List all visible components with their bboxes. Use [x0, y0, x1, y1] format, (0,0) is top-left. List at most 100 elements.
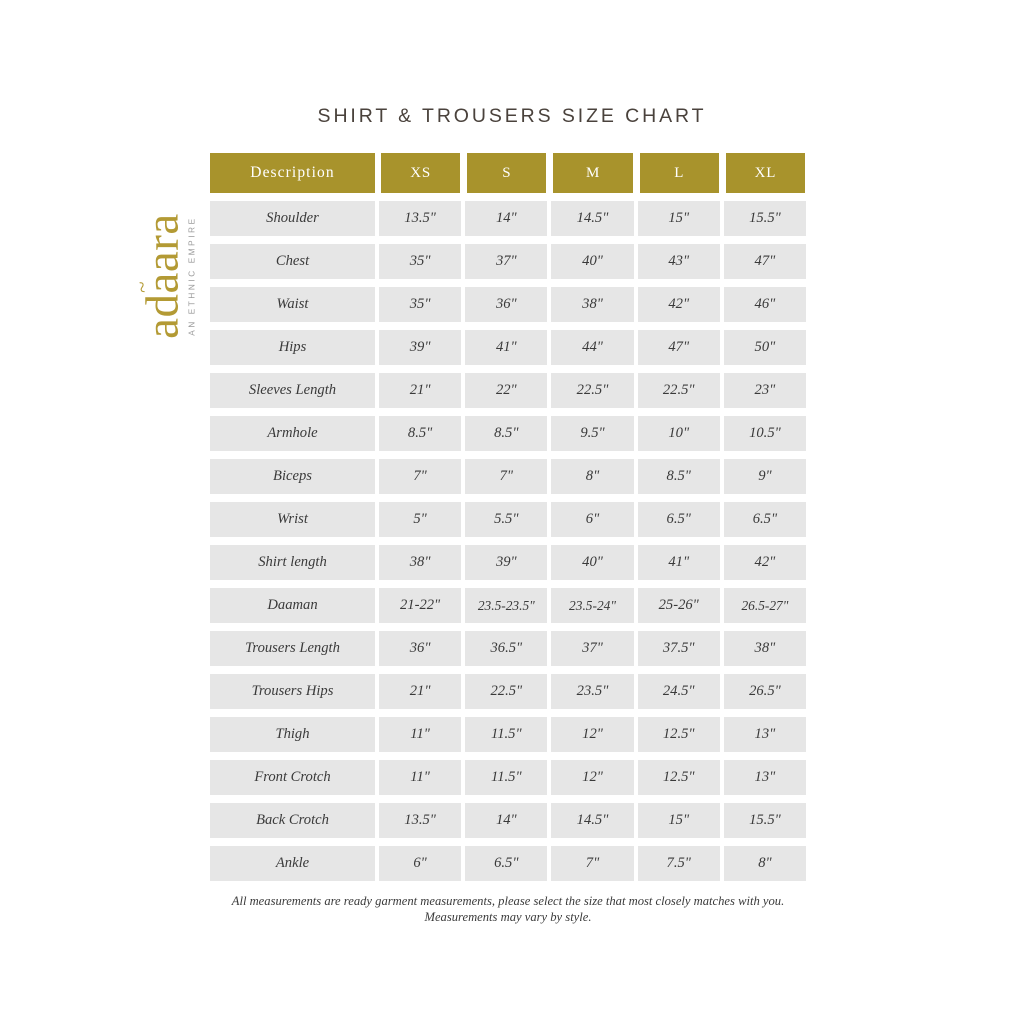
cell-s: 11.5" [465, 717, 548, 752]
row-label: Trousers Hips [210, 674, 375, 709]
size-table: Description XS S M L XL Shoulder 13.5" 14" 14.5" 1… [210, 153, 807, 889]
brand-diacritic-icon: ~ [128, 278, 156, 295]
table-row: Trousers Hips 21" 22.5" 23.5" 24.5" 26.5" [210, 674, 807, 709]
row-label: Armhole [210, 416, 375, 451]
cell-l: 41" [637, 545, 720, 580]
cell-s: 23.5-23.5" [465, 588, 548, 623]
cell-m: 14.5" [551, 803, 634, 838]
cell-xs: 21" [379, 674, 462, 709]
cell-xs: 39" [379, 330, 462, 365]
cell-s: 5.5" [465, 502, 548, 537]
cell-xl: 50" [723, 330, 807, 365]
cell-s: 7" [465, 459, 548, 494]
cell-xs: 5" [379, 502, 462, 537]
table-row: Waist 35" 36" 38" 42" 46" [210, 287, 807, 322]
cell-l: 6.5" [637, 502, 720, 537]
column-header-xl: XL [725, 153, 806, 193]
table-header-row: Description XS S M L XL [210, 153, 806, 193]
cell-s: 14" [465, 803, 548, 838]
cell-m: 40" [551, 244, 634, 279]
cell-m: 14.5" [551, 201, 634, 236]
brand-logo-rotated: adaara ~ AN ETHNIC EMPIRE [129, 178, 197, 374]
cell-l: 42" [637, 287, 720, 322]
cell-l: 47" [637, 330, 720, 365]
cell-s: 39" [465, 545, 548, 580]
cell-xl: 13" [723, 760, 807, 795]
cell-xl: 26.5" [723, 674, 807, 709]
cell-s: 8.5" [465, 416, 548, 451]
cell-s: 14" [465, 201, 548, 236]
cell-l: 8.5" [637, 459, 720, 494]
cell-xl: 9" [723, 459, 807, 494]
cell-xs: 6" [379, 846, 462, 881]
cell-xs: 36" [379, 631, 462, 666]
cell-m: 12" [551, 760, 634, 795]
table-row: Sleeves Length 21" 22" 22.5" 22.5" 23" [210, 373, 807, 408]
cell-l: 24.5" [637, 674, 720, 709]
cell-s: 22.5" [465, 674, 548, 709]
table-row: Thigh 11" 11.5" 12" 12.5" 13" [210, 717, 807, 752]
cell-m: 38" [551, 287, 634, 322]
table-row: Shirt length 38" 39" 40" 41" 42" [210, 545, 807, 580]
cell-xl: 15.5" [723, 803, 807, 838]
cell-xs: 7" [379, 459, 462, 494]
row-label: Back Crotch [210, 803, 375, 838]
cell-l: 12.5" [637, 760, 720, 795]
brand-tagline: AN ETHNIC EMPIRE [187, 216, 197, 336]
footnote: All measurements are ready garment measu… [231, 894, 785, 925]
cell-s: 36" [465, 287, 548, 322]
cell-l: 15" [637, 201, 720, 236]
cell-m: 9.5" [551, 416, 634, 451]
table-row: Armhole 8.5" 8.5" 9.5" 10" 10.5" [210, 416, 807, 451]
cell-xs: 21-22" [379, 588, 462, 623]
cell-xl: 42" [723, 545, 807, 580]
cell-l: 22.5" [637, 373, 720, 408]
column-header-l: L [639, 153, 719, 193]
table-row: Front Crotch 11" 11.5" 12" 12.5" 13" [210, 760, 807, 795]
row-label: Wrist [210, 502, 375, 537]
cell-s: 41" [465, 330, 548, 365]
cell-m: 12" [551, 717, 634, 752]
cell-xl: 8" [723, 846, 807, 881]
page-title: SHIRT & TROUSERS SIZE CHART [317, 105, 707, 127]
table-row: Biceps 7" 7" 8" 8.5" 9" [210, 459, 807, 494]
cell-s: 11.5" [465, 760, 548, 795]
cell-m: 22.5" [551, 373, 634, 408]
cell-s: 36.5" [465, 631, 548, 666]
cell-l: 15" [637, 803, 720, 838]
cell-m: 37" [551, 631, 634, 666]
cell-m: 40" [551, 545, 634, 580]
cell-m: 23.5-24" [551, 588, 634, 623]
column-header-m: M [553, 153, 633, 193]
cell-l: 7.5" [637, 846, 720, 881]
cell-m: 7" [551, 846, 634, 881]
row-label: Biceps [210, 459, 375, 494]
table-row: Ankle 6" 6.5" 7" 7.5" 8" [210, 846, 807, 881]
table-row: Daaman 21-22" 23.5-23.5" 23.5-24" 25-26" 26.5… [210, 588, 807, 623]
row-label: Front Crotch [210, 760, 375, 795]
cell-xl: 47" [723, 244, 807, 279]
cell-l: 43" [637, 244, 720, 279]
cell-s: 22" [465, 373, 548, 408]
column-header-s: S [467, 153, 547, 193]
cell-m: 6" [551, 502, 634, 537]
column-header-xs: XS [381, 153, 461, 193]
brand-wordmark-text: adaara [136, 213, 189, 339]
row-label: Shoulder [210, 201, 375, 236]
cell-l: 25-26" [637, 588, 720, 623]
cell-xs: 11" [379, 717, 462, 752]
cell-xs: 11" [379, 760, 462, 795]
row-label: Hips [210, 330, 375, 365]
row-label: Daaman [210, 588, 375, 623]
cell-xl: 23" [723, 373, 807, 408]
row-label: Shirt length [210, 545, 375, 580]
brand-wordmark: adaara ~ [129, 213, 189, 339]
table-row: Wrist 5" 5.5" 6" 6.5" 6.5" [210, 502, 807, 537]
cell-l: 12.5" [637, 717, 720, 752]
row-label: Chest [210, 244, 375, 279]
table-row: Hips 39" 41" 44" 47" 50" [210, 330, 807, 365]
cell-s: 37" [465, 244, 548, 279]
table-row: Back Crotch 13.5" 14" 14.5" 15" 15.5" [210, 803, 807, 838]
cell-xs: 13.5" [379, 803, 462, 838]
